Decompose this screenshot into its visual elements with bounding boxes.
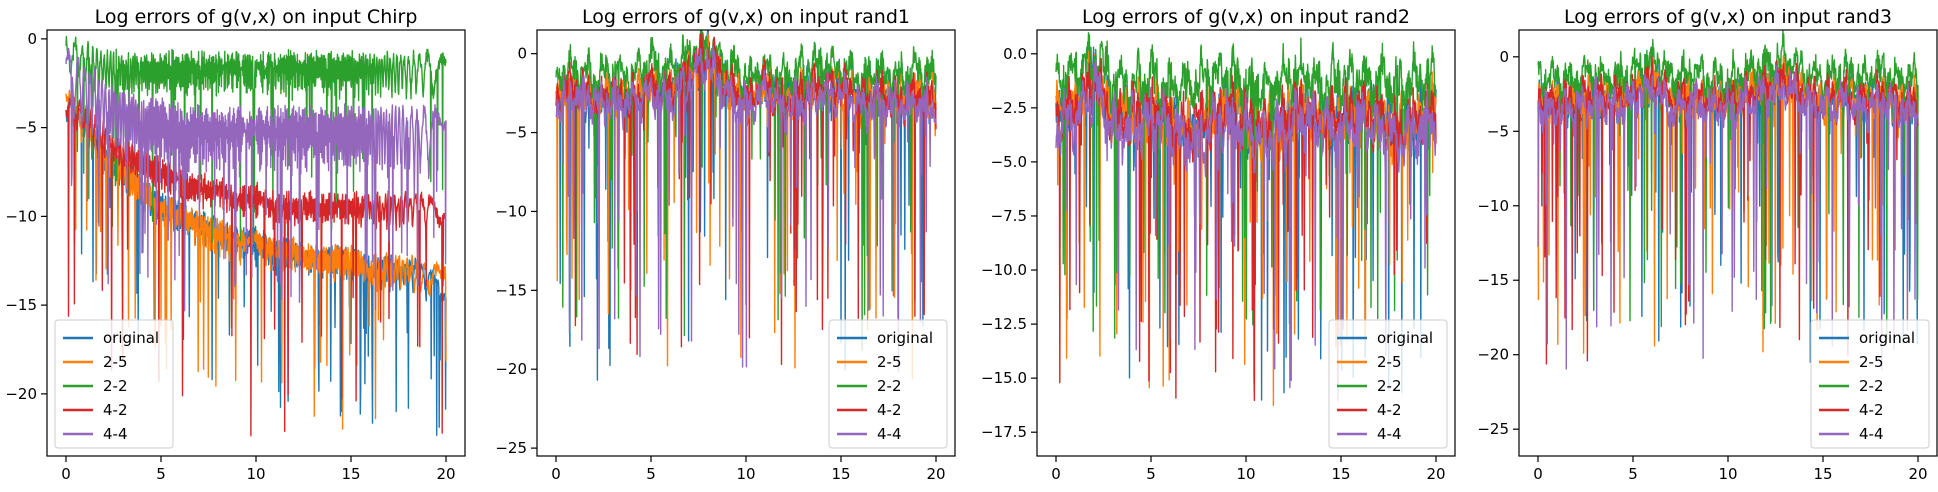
series-line-4-4 <box>1537 65 1919 371</box>
series-line-4-4 <box>65 47 447 312</box>
legend-label: 2-2 <box>103 377 128 395</box>
series-group <box>1537 30 1919 371</box>
y-tick-label: −15 <box>1477 271 1509 289</box>
chart-panel-1: Log errors of g(v,x) on input Chirp 0 5 10 1… <box>5 6 466 483</box>
chart-title: Log errors of g(v,x) on input rand1 <box>582 6 910 28</box>
y-tick-label: −25 <box>495 439 527 457</box>
y-tick-label: −20 <box>495 360 527 378</box>
y-tick-label: −10 <box>5 207 37 225</box>
y-tick-label: −5.0 <box>991 153 1027 171</box>
y-tick-label: −10.0 <box>981 261 1027 279</box>
series-line-2-2 <box>555 30 937 352</box>
legend-label: 2-5 <box>1377 353 1402 371</box>
y-tick-label: −5 <box>15 119 37 137</box>
legend-label: 2-5 <box>103 353 128 371</box>
x-tick-label: 15 <box>831 465 850 483</box>
legend-label: original <box>1859 329 1915 347</box>
x-tick-label: 5 <box>156 465 166 483</box>
x-tick-label: 20 <box>926 465 945 483</box>
chart-panel-2: Log errors of g(v,x) on input rand1 0 5 10 1… <box>495 6 956 483</box>
y-tick-label: 0 <box>27 30 37 48</box>
y-tick-label: −5 <box>505 124 527 142</box>
y-tick-label: −25 <box>1477 420 1509 438</box>
x-tick-label: 20 <box>1908 465 1927 483</box>
legend-label: 2-2 <box>877 377 902 395</box>
x-tick-label: 10 <box>736 465 755 483</box>
legend: original 2-5 2-2 4-2 4-4 <box>828 319 948 449</box>
x-tick-label: 20 <box>1426 465 1445 483</box>
legend-label: 4-4 <box>1377 425 1402 443</box>
legend-label: 2-5 <box>877 353 902 371</box>
chart-panel-4: Log errors of g(v,x) on input rand3 0 5 10 1… <box>1477 6 1938 483</box>
series-line-2-2 <box>1055 32 1437 339</box>
series-line-4-2 <box>65 94 447 437</box>
y-tick-label: −20 <box>5 385 37 403</box>
y-tick-label: −15 <box>5 296 37 314</box>
legend-label: 4-4 <box>1859 425 1884 443</box>
series-group <box>555 30 937 381</box>
x-tick-label: 0 <box>551 465 561 483</box>
x-tick-label: 15 <box>1331 465 1350 483</box>
legend-box <box>1810 319 1930 449</box>
chart-title: Log errors of g(v,x) on input rand2 <box>1082 6 1410 28</box>
y-tick-label: 0 <box>517 45 527 63</box>
y-tick-label: −17.5 <box>981 423 1027 441</box>
x-tick-label: 5 <box>1146 465 1156 483</box>
legend-label: original <box>877 329 933 347</box>
y-tick-label: −15.0 <box>981 369 1027 387</box>
chart-title: Log errors of g(v,x) on input Chirp <box>95 6 418 28</box>
chart-panel-3: Log errors of g(v,x) on input rand2 0 5 10 1… <box>981 6 1456 483</box>
legend-label: 4-2 <box>877 401 902 419</box>
y-tick-label: −20 <box>1477 346 1509 364</box>
x-tick-label: 10 <box>1718 465 1737 483</box>
y-tick-label: −10 <box>1477 197 1509 215</box>
legend-label: 2-5 <box>1859 353 1884 371</box>
series-line-2-2 <box>65 35 447 244</box>
y-tick-label: −12.5 <box>981 315 1027 333</box>
x-tick-label: 0 <box>1051 465 1061 483</box>
x-tick-label: 10 <box>246 465 265 483</box>
y-tick-label: −10 <box>495 202 527 220</box>
legend-label: original <box>1377 329 1433 347</box>
y-tick-label: −2.5 <box>991 99 1027 117</box>
y-tick-label: −5 <box>1487 122 1509 140</box>
legend-box <box>828 319 948 449</box>
series-group <box>1055 32 1437 407</box>
x-tick-label: 20 <box>436 465 455 483</box>
y-tick-label: −15 <box>495 281 527 299</box>
x-tick-label: 15 <box>341 465 360 483</box>
series-line-2-2 <box>1537 30 1919 340</box>
x-tick-label: 15 <box>1813 465 1832 483</box>
x-tick-label: 10 <box>1236 465 1255 483</box>
legend-label: 4-4 <box>103 425 128 443</box>
legend-label: 4-4 <box>877 425 902 443</box>
series-group <box>65 35 447 437</box>
legend-label: 4-2 <box>1859 401 1884 419</box>
x-tick-label: 5 <box>646 465 656 483</box>
legend-label: original <box>103 329 159 347</box>
legend-label: 2-2 <box>1377 377 1402 395</box>
legend-label: 4-2 <box>1377 401 1402 419</box>
series-line-4-4 <box>1055 59 1437 402</box>
legend-box <box>54 319 174 449</box>
x-tick-label: 0 <box>1533 465 1543 483</box>
legend: original 2-5 2-2 4-2 4-4 <box>1810 319 1930 449</box>
legend: original 2-5 2-2 4-2 4-4 <box>1328 319 1448 449</box>
x-tick-label: 5 <box>1628 465 1638 483</box>
y-tick-label: 0.0 <box>1003 45 1027 63</box>
legend-label: 4-2 <box>103 401 128 419</box>
legend-box <box>1328 319 1448 449</box>
legend: original 2-5 2-2 4-2 4-4 <box>54 319 174 449</box>
y-tick-label: −7.5 <box>991 207 1027 225</box>
y-tick-label: 0 <box>1499 48 1509 66</box>
legend-label: 2-2 <box>1859 377 1884 395</box>
x-tick-label: 0 <box>61 465 71 483</box>
chart-title: Log errors of g(v,x) on input rand3 <box>1564 6 1892 28</box>
series-line-4-4 <box>555 45 937 373</box>
